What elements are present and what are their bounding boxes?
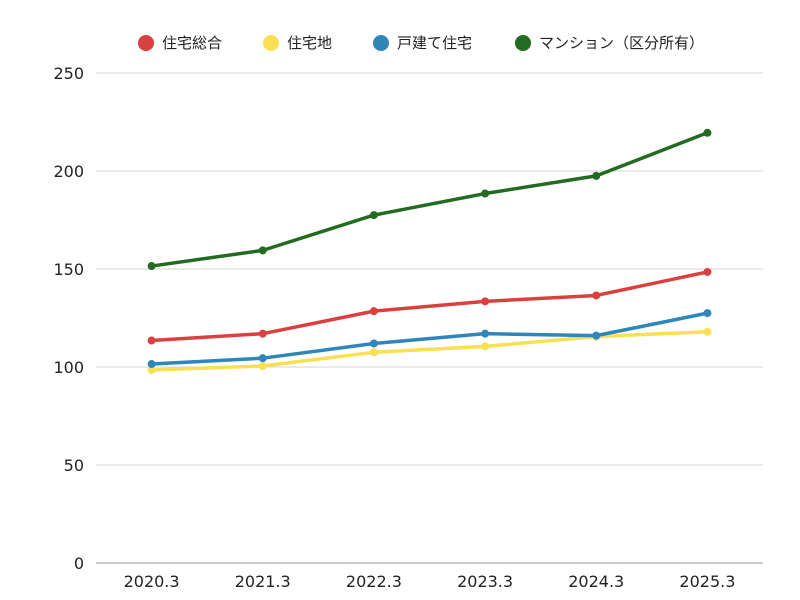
data-point [703, 327, 712, 336]
data-point [481, 342, 490, 351]
legend-label: 住宅地 [287, 34, 332, 52]
x-tick-label: 2024.3 [568, 572, 624, 591]
x-tick-label: 2020.3 [124, 572, 180, 591]
series-0 [147, 267, 712, 345]
data-point [703, 267, 712, 276]
series-line [149, 311, 710, 366]
data-point [703, 309, 712, 318]
x-tick-label: 2025.3 [679, 572, 735, 591]
series-line [149, 329, 710, 372]
legend-marker [515, 35, 531, 51]
y-tick-label: 200 [53, 162, 84, 181]
data-point [369, 211, 378, 220]
y-tick-label: 50 [64, 456, 84, 475]
legend-label: 住宅総合 [162, 34, 222, 52]
series-2 [147, 309, 712, 369]
legend-label: 戸建て住宅 [397, 34, 472, 52]
y-tick-label: 0 [74, 554, 84, 573]
data-point [592, 331, 601, 340]
x-tick-label: 2021.3 [235, 572, 291, 591]
data-point [258, 362, 267, 371]
data-point [147, 262, 156, 271]
legend-marker [373, 35, 389, 51]
series-line [149, 131, 710, 268]
data-point [592, 291, 601, 300]
data-point [258, 329, 267, 338]
series-group [147, 128, 712, 374]
data-point [147, 365, 156, 374]
legend-marker [138, 35, 154, 51]
y-tick-label: 150 [53, 260, 84, 279]
legend: 住宅総合 住宅地 戸建て住宅 マンション（区分所有） [138, 34, 704, 52]
data-point [147, 336, 156, 345]
x-tick-label: 2023.3 [457, 572, 513, 591]
legend-item: 住宅地 [263, 34, 332, 52]
legend-label: マンション（区分所有） [539, 34, 704, 52]
data-point [369, 348, 378, 357]
data-point [592, 171, 601, 180]
legend-marker [263, 35, 279, 51]
data-point [147, 360, 156, 369]
grid-lines [96, 72, 763, 564]
data-point [481, 329, 490, 338]
data-point [369, 339, 378, 348]
data-point [481, 189, 490, 198]
data-point [481, 297, 490, 306]
data-point [703, 128, 712, 137]
legend-item: マンション（区分所有） [515, 34, 704, 52]
series-3 [147, 128, 712, 271]
y-axis-ticks: 0 50 100 150 200 250 [53, 64, 84, 573]
y-tick-label: 100 [53, 358, 84, 377]
y-tick-label: 250 [53, 64, 84, 83]
legend-item: 戸建て住宅 [373, 34, 472, 52]
data-point [369, 307, 378, 316]
data-point [258, 246, 267, 255]
data-point [258, 354, 267, 363]
x-axis-ticks: 2020.3 2021.3 2022.3 2023.3 2024.3 2025.3 [124, 572, 736, 591]
legend-item: 住宅総合 [138, 34, 222, 52]
series-1 [147, 327, 712, 374]
series-line [149, 270, 710, 343]
x-tick-label: 2022.3 [346, 572, 402, 591]
